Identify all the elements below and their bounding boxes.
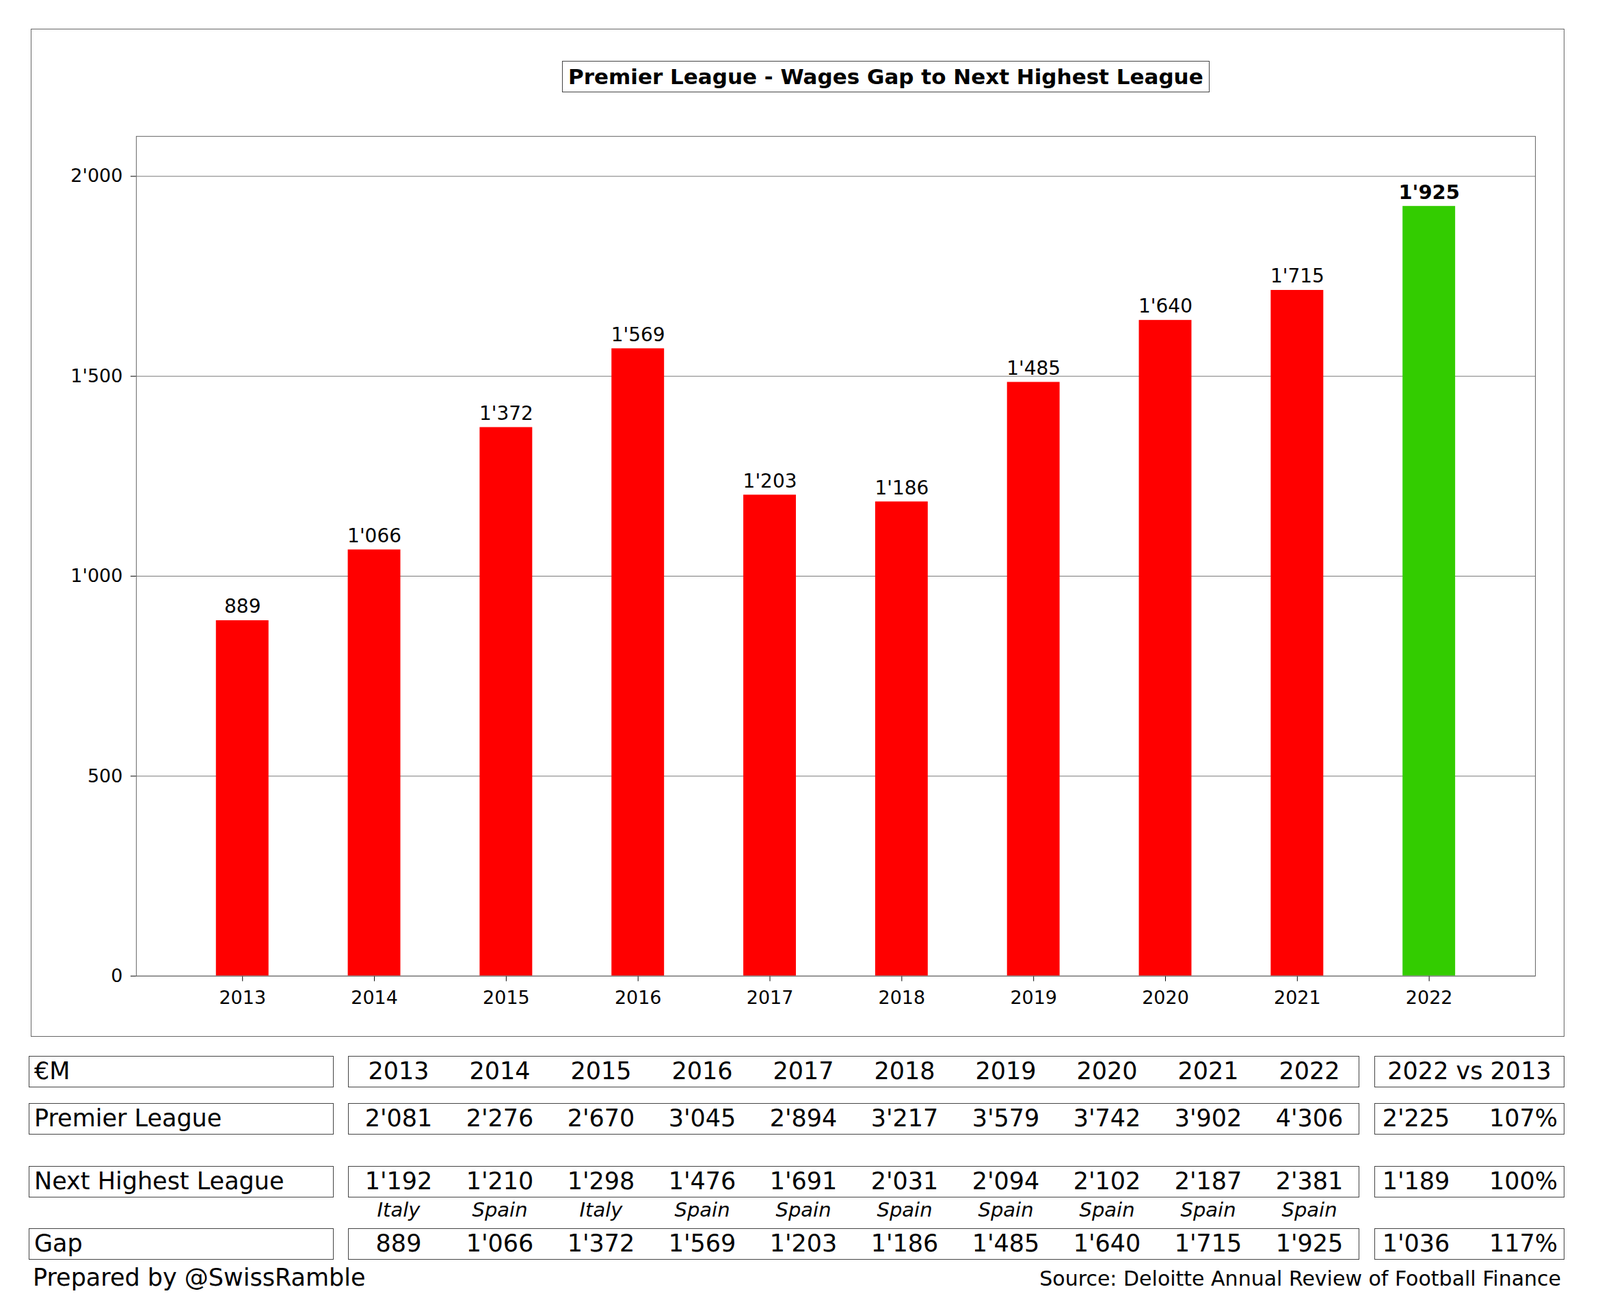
svg-text:1'066: 1'066 (347, 524, 402, 548)
html-text:2'094: 2'094 (972, 1167, 1040, 1195)
svg-text:1'372: 1'372 (479, 402, 534, 425)
html-text:2016: 2016 (671, 1057, 733, 1085)
svg-text:1'485: 1'485 (1006, 356, 1061, 380)
svg-text:1'203: 1'203 (743, 469, 798, 493)
html-text:2'102: 2'102 (1073, 1167, 1141, 1195)
svg-text:2014: 2014 (350, 986, 398, 1008)
svg-text:2021: 2021 (1273, 986, 1322, 1008)
svg-text:2018: 2018 (878, 986, 926, 1008)
svg-text:0: 0 (110, 964, 123, 986)
html-text:3'742: 3'742 (1073, 1104, 1141, 1132)
html-text:100%: 100% (1489, 1167, 1558, 1195)
html-text:107%: 107% (1489, 1104, 1558, 1132)
html-text:1'036: 1'036 (1382, 1229, 1450, 1257)
html-text:2020: 2020 (1076, 1057, 1138, 1085)
html-text:1'925: 1'925 (1275, 1229, 1344, 1257)
svg-text:2022: 2022 (1405, 986, 1453, 1008)
html-text:1'372: 1'372 (567, 1229, 635, 1257)
html-text:1'210: 1'210 (466, 1167, 534, 1195)
html-text:2022 vs 2013: 2022 vs 2013 (1387, 1057, 1552, 1085)
html-text:Italy: Italy (377, 1197, 421, 1222)
html-text:2019: 2019 (975, 1057, 1037, 1085)
html-text:Spain: Spain (1281, 1197, 1338, 1222)
html-text:1'066: 1'066 (466, 1229, 534, 1257)
html-text:Spain: Spain (472, 1197, 528, 1222)
html-text:3'579: 3'579 (972, 1104, 1040, 1132)
html-text:2021: 2021 (1177, 1057, 1239, 1085)
svg-text:1'500: 1'500 (70, 365, 123, 387)
html-text:Spain: Spain (978, 1197, 1034, 1222)
html-text:1'569: 1'569 (668, 1229, 736, 1257)
html-text:1'189: 1'189 (1382, 1167, 1450, 1195)
html-text:1'715: 1'715 (1174, 1229, 1242, 1257)
html-text:3'902: 3'902 (1174, 1104, 1242, 1132)
html-text:2'081: 2'081 (364, 1104, 433, 1132)
svg-text:1'569: 1'569 (611, 323, 666, 346)
svg-text:2016: 2016 (614, 986, 662, 1008)
html-text:Spain: Spain (1180, 1197, 1236, 1222)
html-text:Spain: Spain (775, 1197, 832, 1222)
html-text:Spain: Spain (674, 1197, 730, 1222)
html-text:117%: 117% (1489, 1229, 1558, 1257)
html-text:1'298: 1'298 (567, 1167, 635, 1195)
html-text:2'031: 2'031 (870, 1167, 939, 1195)
svg-text:1'000: 1'000 (70, 564, 123, 586)
html-text:Spain: Spain (876, 1197, 933, 1222)
html-text:2015: 2015 (570, 1057, 632, 1085)
html-text:Premier League - Wages Gap to: Premier League - Wages Gap to Next Highe… (568, 64, 1204, 89)
html-text:Premier League: Premier League (34, 1104, 222, 1132)
html-text:2'894: 2'894 (769, 1104, 838, 1132)
svg-text:2015: 2015 (482, 986, 530, 1008)
html-text:2022: 2022 (1278, 1057, 1340, 1085)
svg-text:1'925: 1'925 (1398, 180, 1460, 204)
svg-text:2'000: 2'000 (70, 164, 123, 186)
svg-text:2017: 2017 (746, 986, 794, 1008)
html-text:1'203: 1'203 (769, 1229, 838, 1257)
svg-text:1'640: 1'640 (1138, 294, 1193, 318)
svg-text:2013: 2013 (218, 986, 266, 1008)
html-text:1'485: 1'485 (972, 1229, 1040, 1257)
svg-text:889: 889 (224, 594, 261, 618)
svg-text:2020: 2020 (1141, 986, 1190, 1008)
html-text:2'381: 2'381 (1275, 1167, 1344, 1195)
html-text:889: 889 (375, 1229, 422, 1257)
html-text:4'306: 4'306 (1275, 1104, 1344, 1132)
html-text:2013: 2013 (368, 1057, 430, 1085)
html-text:1'186: 1'186 (870, 1229, 939, 1257)
html-text:€M: €M (34, 1057, 71, 1085)
html-text:Italy: Italy (579, 1197, 623, 1222)
svg-text:500: 500 (87, 765, 123, 787)
html-text:Spain: Spain (1079, 1197, 1135, 1222)
html-text:Next Highest League: Next Highest League (34, 1167, 285, 1195)
html-text:2'670: 2'670 (567, 1104, 635, 1132)
html-text:3'045: 3'045 (668, 1104, 736, 1132)
html-text:Prepared by @SwissRamble: Prepared by @SwissRamble (32, 1263, 366, 1291)
html-text:1'476: 1'476 (668, 1167, 736, 1195)
svg-text:1'186: 1'186 (874, 476, 929, 500)
html-text:3'217: 3'217 (870, 1104, 939, 1132)
svg-text:2019: 2019 (1009, 986, 1058, 1008)
html-text:2017: 2017 (772, 1057, 834, 1085)
html-text:Gap: Gap (34, 1229, 83, 1257)
svg-text:1'715: 1'715 (1270, 264, 1325, 288)
html-text:2014: 2014 (469, 1057, 531, 1085)
html-text:2'276: 2'276 (466, 1104, 534, 1132)
html-text:1'691: 1'691 (769, 1167, 838, 1195)
html-text:1'640: 1'640 (1073, 1229, 1141, 1257)
html-text:1'192: 1'192 (364, 1167, 433, 1195)
html-text:2'187: 2'187 (1174, 1167, 1242, 1195)
html-text:Source: Deloitte Annual Review: Source: Deloitte Annual Review of Footba… (1039, 1266, 1562, 1291)
html-text:2018: 2018 (874, 1057, 936, 1085)
html-text:2'225: 2'225 (1382, 1104, 1450, 1132)
